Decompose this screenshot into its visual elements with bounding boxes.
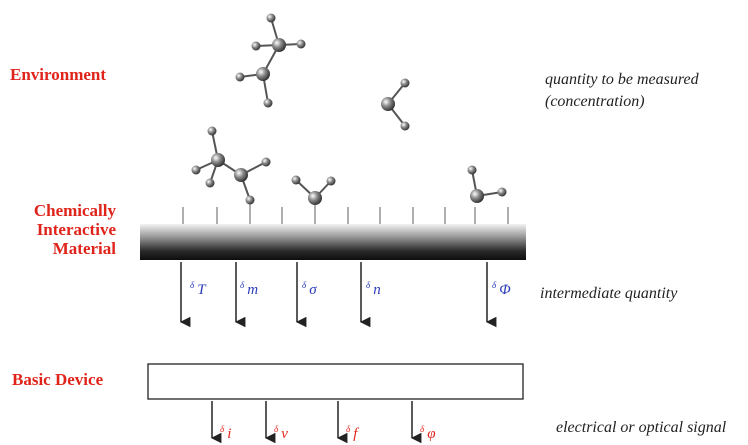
molecule-free-large-atoms: [235, 13, 306, 108]
intermediate-arrows: [179, 262, 497, 328]
environment-label: Environment: [10, 65, 107, 84]
molecule-bound-large: [195, 130, 267, 201]
molecule-free-large: [239, 17, 302, 104]
basic-device-label: Basic Device: [12, 370, 104, 389]
basic-device-box: [147, 363, 524, 400]
receptor-ticks: [182, 200, 509, 224]
measured-quantity-line2: (concentration): [545, 93, 645, 110]
signal-label: electrical or optical signal: [556, 419, 727, 436]
interactive-material-bar: [140, 224, 526, 260]
intermediate-quantity-label: intermediate quantity: [540, 285, 678, 302]
signal-arrows: [210, 401, 422, 444]
material-label-line1: Chemically: [33, 201, 116, 220]
material-label-line3: Material: [52, 239, 116, 258]
material-label-line2: Interactive: [36, 220, 116, 239]
measured-quantity-line1: quantity to be measured: [545, 71, 699, 88]
material-label: Chemically Interactive Material: [34, 201, 116, 258]
